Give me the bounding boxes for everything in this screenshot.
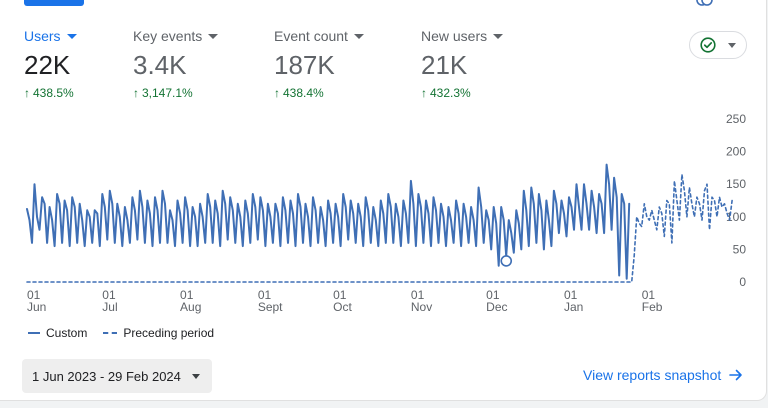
y-tick-label: 250 (726, 112, 746, 126)
x-tick-month-label: Jun (27, 300, 46, 314)
line-chart: 05010015020025001Jun01Jul01Aug01Sept01Oc… (26, 0, 747, 314)
legend-item-preceding: Preceding period (103, 326, 214, 340)
metric-users-change: 438.5% (33, 86, 74, 100)
metric-key-events-label: Key events (133, 28, 203, 44)
chevron-down-icon (353, 33, 364, 39)
date-range-label: 1 Jun 2023 - 29 Feb 2024 (32, 368, 181, 384)
series-line-preceding-period (26, 173, 733, 283)
view-reports-snapshot-link[interactable]: View reports snapshot (583, 367, 743, 383)
metric-new-users-dropdown[interactable]: New users (421, 28, 504, 44)
metric-new-users-value: 21K (421, 50, 468, 80)
date-range-selector[interactable]: 1 Jun 2023 - 29 Feb 2024 (22, 359, 212, 393)
x-tick-month-label: Sept (258, 300, 283, 314)
metric-new-users[interactable]: New users 21K ↑ 432.3% (421, 28, 504, 100)
arrow-up-icon: ↑ (421, 86, 427, 100)
x-tick-day-label: 01 (486, 288, 500, 302)
chevron-down-icon (208, 33, 219, 39)
arrow-up-icon: ↑ (133, 86, 139, 100)
y-tick-label: 150 (726, 177, 746, 191)
metric-event-count-change: 438.4% (283, 86, 324, 100)
metric-new-users-label: New users (421, 28, 488, 44)
metric-users-value: 22K (24, 50, 71, 80)
y-tick-label: 100 (726, 210, 746, 224)
legend-swatch-solid (28, 332, 40, 334)
check-circle-icon (700, 37, 716, 53)
active-metric-indicator (24, 0, 84, 6)
insights-status-button[interactable] (689, 31, 747, 59)
metric-new-users-change: 432.3% (430, 86, 471, 100)
y-tick-label: 50 (733, 242, 747, 256)
metric-event-count[interactable]: Event count 187K ↑ 438.4% (274, 28, 364, 100)
chevron-down-icon (493, 33, 504, 39)
chevron-down-icon (66, 33, 77, 39)
x-tick-month-label: Nov (411, 300, 432, 314)
x-tick-day-label: 01 (180, 288, 194, 302)
arrow-up-icon: ↑ (24, 86, 30, 100)
y-tick-label: 0 (739, 275, 746, 289)
anomaly-marker (500, 255, 513, 267)
metric-event-count-value: 187K (274, 50, 335, 80)
x-tick-day-label: 01 (27, 288, 41, 302)
y-tick-label: 200 (726, 145, 746, 159)
metric-key-events-value: 3.4K (133, 50, 187, 80)
metric-users-label: Users (24, 28, 61, 44)
legend-label-custom: Custom (46, 326, 88, 340)
chart-legend: Custom Preceding period (28, 326, 214, 340)
x-tick-day-label: 01 (411, 288, 425, 302)
x-tick-day-label: 01 (258, 288, 272, 302)
metric-key-events-dropdown[interactable]: Key events (133, 28, 219, 44)
chevron-down-icon (728, 42, 736, 48)
anomaly-marker (701, 0, 713, 6)
x-tick-day-label: 01 (642, 288, 656, 302)
x-tick-month-label: Dec (486, 300, 507, 314)
x-tick-day-label: 01 (102, 288, 116, 302)
chevron-down-icon (192, 374, 200, 379)
metric-event-count-label: Event count (274, 28, 348, 44)
arrow-right-icon (729, 369, 743, 381)
x-tick-month-label: Jul (102, 300, 117, 314)
series-line-custom (26, 163, 631, 280)
x-tick-month-label: Aug (180, 300, 201, 314)
x-tick-month-label: Jan (564, 300, 583, 314)
metric-key-events-change: 3,147.1% (142, 86, 193, 100)
legend-label-preceding: Preceding period (123, 326, 215, 340)
legend-item-custom: Custom (28, 326, 87, 340)
legend-swatch-dashed (103, 332, 118, 334)
metric-users-dropdown[interactable]: Users (24, 28, 77, 44)
metric-key-events[interactable]: Key events 3.4K ↑ 3,147.1% (133, 28, 219, 100)
x-tick-month-label: Feb (642, 300, 663, 314)
view-reports-snapshot-label: View reports snapshot (583, 367, 722, 383)
metric-users[interactable]: Users 22K ↑ 438.5% (24, 28, 77, 100)
x-tick-month-label: Oct (333, 300, 352, 314)
x-tick-day-label: 01 (333, 288, 347, 302)
x-tick-day-label: 01 (564, 288, 578, 302)
arrow-up-icon: ↑ (274, 86, 280, 100)
metric-event-count-dropdown[interactable]: Event count (274, 28, 364, 44)
